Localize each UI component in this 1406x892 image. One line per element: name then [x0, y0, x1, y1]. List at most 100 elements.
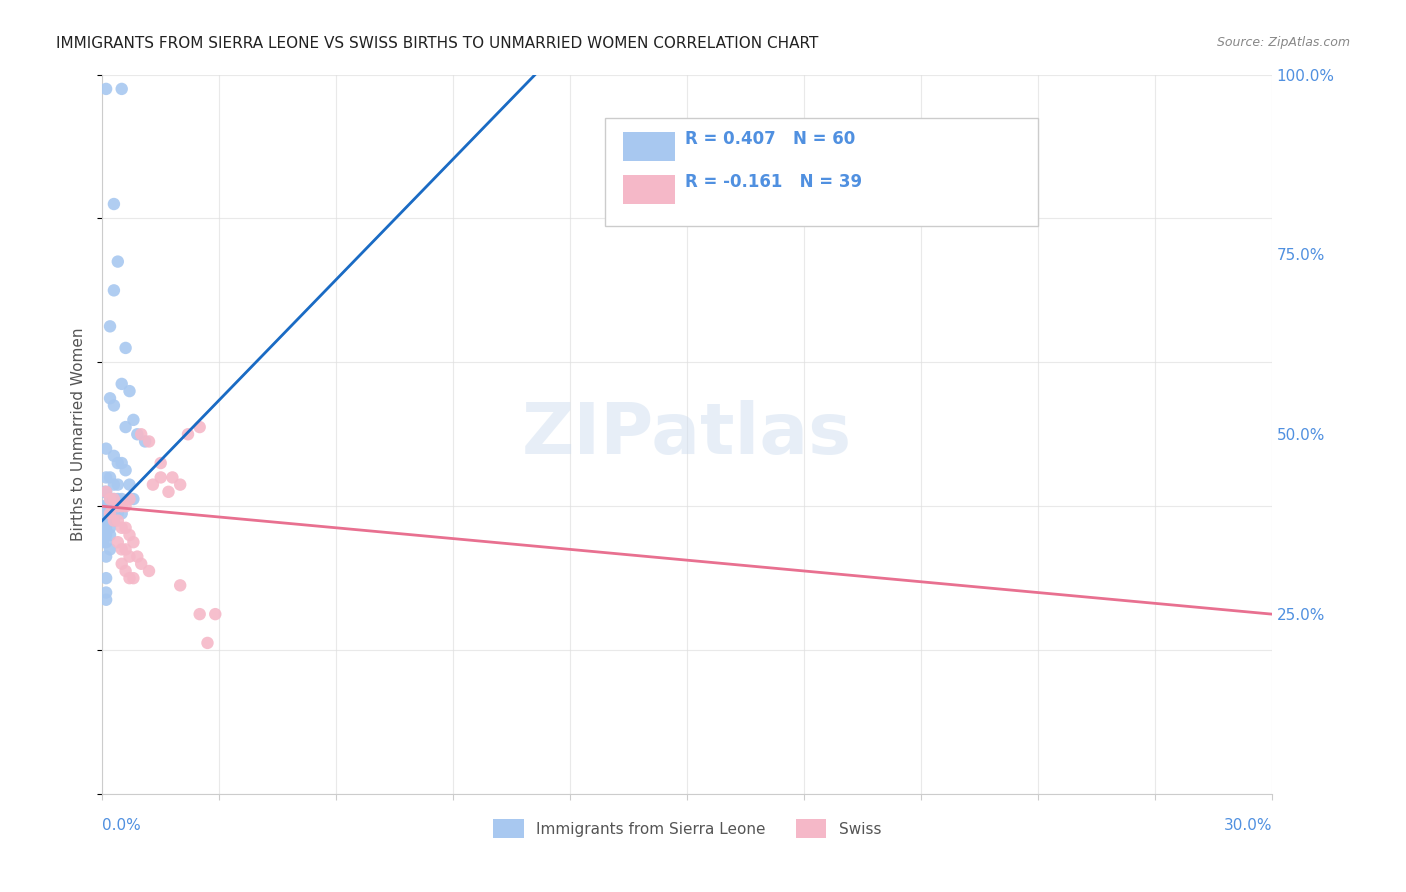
Point	[94, 585, 117, 599]
Point	[122, 571, 145, 585]
Point	[107, 456, 129, 470]
Point	[94, 500, 117, 514]
Point	[91, 514, 114, 528]
Point	[114, 521, 136, 535]
Point	[169, 578, 191, 592]
Point	[94, 470, 117, 484]
Point	[127, 427, 149, 442]
Point	[118, 384, 141, 398]
Point	[107, 535, 129, 549]
Point	[149, 470, 172, 484]
Point	[118, 528, 141, 542]
Point	[162, 470, 184, 484]
Point	[107, 477, 129, 491]
Point	[98, 507, 121, 521]
Point	[114, 463, 136, 477]
Point	[103, 399, 125, 413]
Point	[98, 319, 121, 334]
Point	[103, 514, 125, 528]
Point	[111, 376, 134, 391]
Point	[93, 484, 115, 499]
Point	[98, 507, 121, 521]
Point	[111, 82, 134, 96]
Point	[142, 477, 165, 491]
Point	[103, 284, 125, 298]
Point	[134, 434, 156, 449]
Point	[91, 507, 114, 521]
Point	[127, 549, 149, 564]
Point	[103, 491, 125, 506]
Point	[111, 456, 134, 470]
Point	[111, 491, 134, 506]
Point	[129, 427, 152, 442]
Point	[103, 500, 125, 514]
Text: IMMIGRANTS FROM SIERRA LEONE VS SWISS BIRTHS TO UNMARRIED WOMEN CORRELATION CHAR: IMMIGRANTS FROM SIERRA LEONE VS SWISS BI…	[56, 36, 818, 51]
Point	[98, 392, 121, 406]
Point	[122, 413, 145, 427]
Point	[107, 500, 129, 514]
Point	[94, 549, 117, 564]
Legend: Immigrants from Sierra Leone, Swiss: Immigrants from Sierra Leone, Swiss	[486, 814, 887, 844]
Point	[98, 470, 121, 484]
Point	[118, 491, 141, 506]
Point	[138, 564, 160, 578]
Point	[197, 636, 219, 650]
Point	[94, 521, 117, 535]
Point	[107, 500, 129, 514]
Point	[122, 535, 145, 549]
Point	[94, 571, 117, 585]
Y-axis label: Births to Unmarried Women: Births to Unmarried Women	[72, 327, 86, 541]
Text: Source: ZipAtlas.com: Source: ZipAtlas.com	[1216, 36, 1350, 49]
Point	[103, 491, 125, 506]
Text: R = -0.161   N = 39: R = -0.161 N = 39	[685, 173, 862, 191]
FancyBboxPatch shape	[605, 118, 1038, 226]
Point	[122, 491, 145, 506]
Point	[149, 456, 172, 470]
Point	[114, 500, 136, 514]
Point	[98, 491, 121, 506]
Point	[94, 592, 117, 607]
Point	[103, 197, 125, 211]
Point	[98, 528, 121, 542]
Point	[98, 514, 121, 528]
Point	[111, 557, 134, 571]
Point	[169, 477, 191, 491]
Point	[114, 542, 136, 557]
Point	[204, 607, 226, 621]
Point	[107, 491, 129, 506]
Point	[118, 571, 141, 585]
Point	[138, 434, 160, 449]
Point	[93, 500, 115, 514]
Point	[114, 341, 136, 355]
Point	[93, 521, 115, 535]
Point	[107, 507, 129, 521]
Point	[114, 564, 136, 578]
Point	[188, 607, 211, 621]
Point	[103, 514, 125, 528]
Point	[98, 491, 121, 506]
Point	[94, 507, 117, 521]
Point	[94, 535, 117, 549]
Point	[98, 500, 121, 514]
Point	[114, 420, 136, 434]
Text: R = 0.407   N = 60: R = 0.407 N = 60	[685, 129, 855, 147]
Point	[157, 484, 180, 499]
FancyBboxPatch shape	[623, 132, 675, 161]
Point	[94, 528, 117, 542]
Point	[94, 514, 117, 528]
Point	[94, 442, 117, 456]
Point	[91, 528, 114, 542]
Point	[98, 542, 121, 557]
Point	[91, 535, 114, 549]
Point	[94, 484, 117, 499]
Point	[103, 507, 125, 521]
Point	[118, 549, 141, 564]
Point	[118, 477, 141, 491]
Point	[177, 427, 200, 442]
Text: ZIPatlas: ZIPatlas	[522, 400, 852, 469]
Point	[94, 82, 117, 96]
Point	[103, 449, 125, 463]
Text: 0.0%: 0.0%	[103, 818, 141, 833]
Point	[129, 557, 152, 571]
Point	[111, 521, 134, 535]
